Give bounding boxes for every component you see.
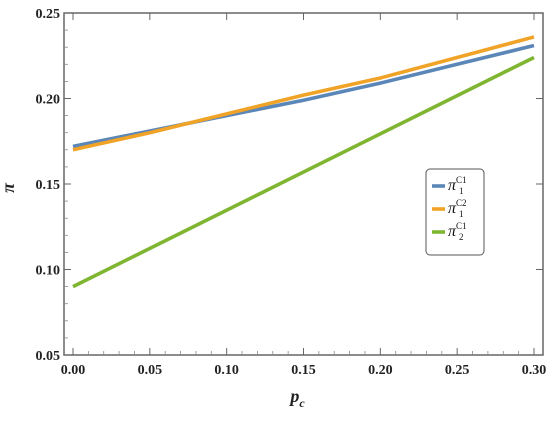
series-layer [72,35,535,289]
y-tick-label: 0.05 [36,349,61,364]
x-axis-label: pc [288,386,305,410]
x-tick-label: 0.25 [445,363,470,378]
legend-label-1: πC1 1 [448,175,467,196]
x-ticks: 0.00 0.05 0.10 0.15 0.20 0.25 0.30 [61,13,547,378]
y-tick-label: 0.10 [36,264,61,279]
x-tick-label: 0.05 [138,363,163,378]
x-tick-label: 0.20 [368,363,393,378]
legend: πC1 1 πC2 1 πC1 2 [425,168,485,256]
legend-label-3: πC1 2 [448,221,467,242]
y-tick-label: 0.20 [36,93,61,108]
x-tick-label: 0.00 [61,363,86,378]
y-axis-label: π [0,182,18,193]
x-tick-label: 0.15 [291,363,316,378]
y-ticks: 0.05 0.10 0.15 0.20 0.25 [36,7,543,364]
y-tick-label: 0.25 [36,7,61,22]
series-line-2 [72,35,535,152]
x-tick-label: 0.30 [522,363,547,378]
x-tick-label: 0.10 [214,363,239,378]
series-line-3 [72,55,535,289]
legend-label-2: πC2 1 [448,198,467,219]
y-tick-label: 0.15 [36,178,61,193]
